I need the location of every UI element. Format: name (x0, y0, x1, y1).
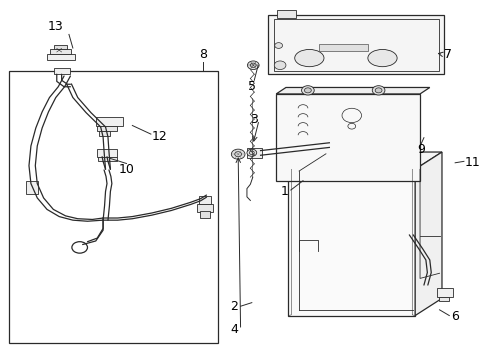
Text: 2: 2 (230, 300, 238, 313)
Text: 13: 13 (48, 20, 63, 33)
Bar (336, 133, 356, 140)
Bar (288, 169, 414, 316)
Text: 10: 10 (118, 163, 134, 176)
Text: 11: 11 (464, 156, 480, 169)
Text: 7: 7 (444, 48, 451, 61)
Circle shape (304, 88, 311, 93)
Bar (47, 54, 75, 60)
Bar (26, 181, 38, 194)
Bar (276, 94, 419, 181)
Bar (436, 288, 452, 297)
Text: 6: 6 (450, 310, 458, 324)
Bar (276, 10, 296, 18)
Bar (199, 211, 210, 218)
Ellipse shape (367, 49, 396, 67)
Circle shape (247, 61, 259, 69)
Polygon shape (288, 152, 441, 169)
Circle shape (246, 149, 256, 156)
Circle shape (231, 149, 244, 159)
Text: 4: 4 (230, 323, 238, 336)
Circle shape (274, 42, 282, 48)
Text: 12: 12 (152, 130, 167, 144)
Ellipse shape (294, 49, 324, 67)
Bar (197, 204, 212, 212)
Text: 8: 8 (199, 48, 206, 61)
Bar (97, 149, 117, 157)
Bar (109, 157, 117, 161)
Bar (246, 148, 261, 158)
Bar (50, 49, 71, 54)
Bar (9, 71, 217, 343)
Bar (54, 68, 70, 74)
Circle shape (274, 61, 285, 69)
Text: 3: 3 (250, 113, 258, 126)
Bar (97, 126, 117, 131)
Bar (198, 197, 210, 204)
Bar (54, 45, 67, 49)
Bar (267, 15, 444, 74)
Circle shape (371, 86, 384, 95)
Bar (96, 117, 122, 126)
Text: 9: 9 (416, 143, 424, 157)
Polygon shape (276, 87, 429, 94)
Bar (438, 297, 448, 301)
Circle shape (301, 86, 314, 95)
Polygon shape (414, 152, 441, 316)
Text: 1: 1 (280, 185, 288, 198)
Circle shape (374, 88, 381, 93)
Bar (319, 44, 367, 51)
Text: 5: 5 (247, 80, 255, 93)
Bar (99, 131, 110, 136)
Bar (98, 157, 109, 161)
Bar (273, 19, 438, 71)
